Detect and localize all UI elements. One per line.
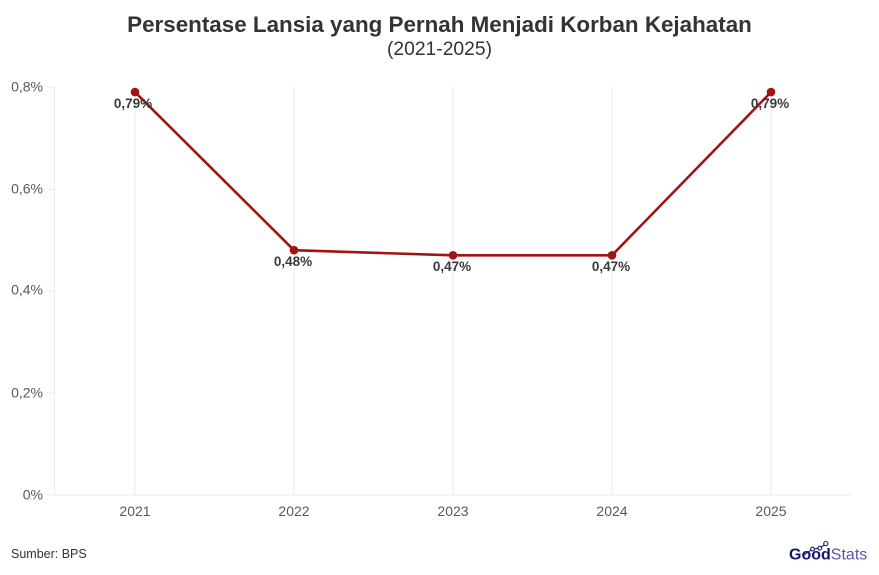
svg-text:2025: 2025 (755, 503, 786, 519)
svg-text:0,79%: 0,79% (751, 96, 789, 111)
svg-text:0%: 0% (23, 487, 43, 503)
svg-text:0,4%: 0,4% (11, 282, 43, 298)
svg-text:0,8%: 0,8% (11, 79, 43, 95)
svg-text:Stats: Stats (831, 547, 867, 564)
svg-text:0,47%: 0,47% (433, 259, 471, 274)
svg-text:0,48%: 0,48% (274, 254, 312, 269)
svg-text:0,6%: 0,6% (11, 181, 43, 197)
svg-text:0,47%: 0,47% (592, 259, 630, 274)
svg-text:0,79%: 0,79% (114, 96, 152, 111)
svg-text:Good: Good (789, 547, 831, 564)
svg-text:2024: 2024 (596, 503, 627, 519)
svg-text:2023: 2023 (437, 503, 468, 519)
svg-text:2022: 2022 (278, 503, 309, 519)
svg-text:2021: 2021 (119, 503, 150, 519)
svg-text:0,2%: 0,2% (11, 385, 43, 401)
